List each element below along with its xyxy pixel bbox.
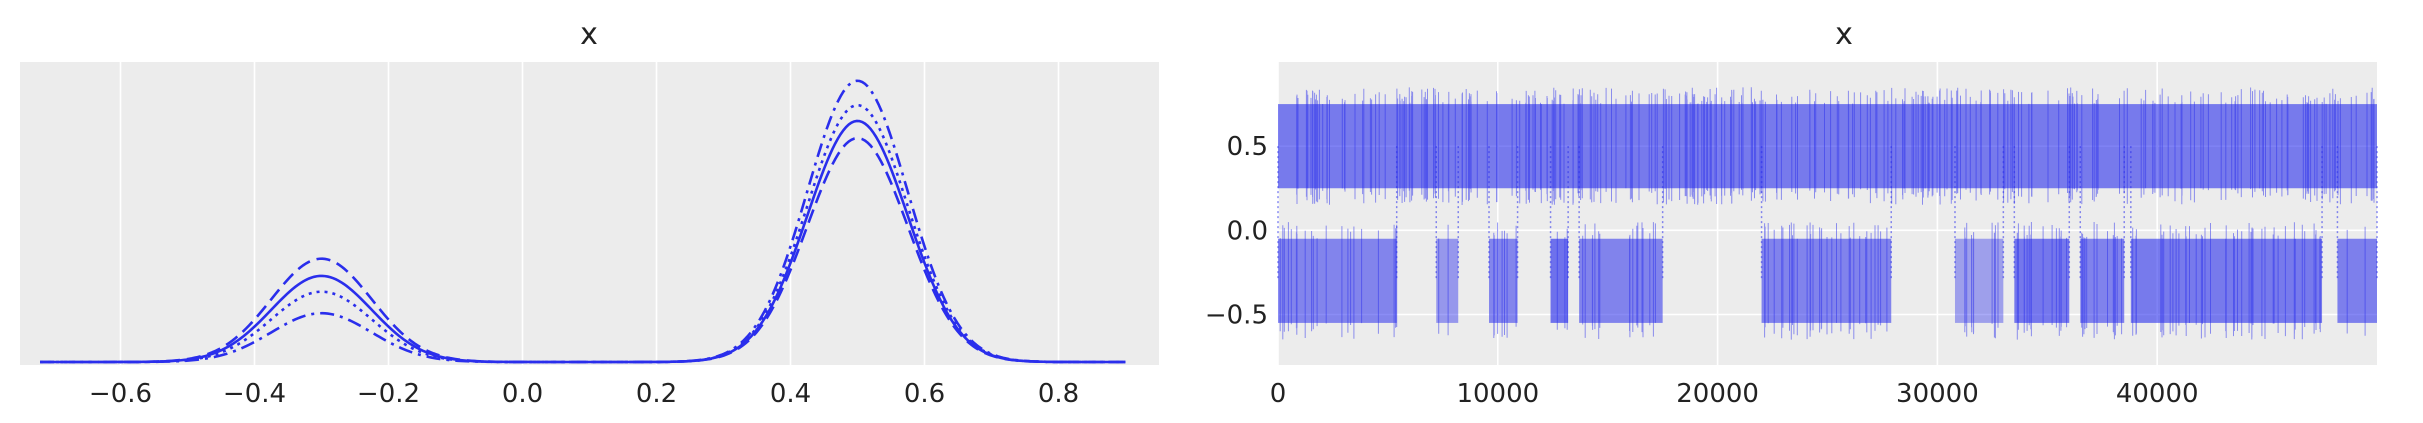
density-x-tick-label: −0.2 [357, 379, 420, 409]
density-x-tick-label: 0.6 [904, 379, 945, 409]
trace-x-tick-label: 30000 [1896, 379, 1979, 409]
trace-lower-band [1436, 238, 1459, 323]
trace-x-tick-label: 10000 [1456, 379, 1539, 409]
trace-lower-band [2337, 238, 2377, 323]
trace-lower-band [1761, 238, 1892, 323]
trace-lower-band [1489, 238, 1518, 323]
trace-lower-band [1550, 238, 1569, 323]
density-curve-dashdot [40, 79, 1126, 364]
trace-lower-band [1278, 238, 1397, 323]
density-x-tick-label: −0.6 [89, 379, 152, 409]
trace-x-tick-label: 20000 [1676, 379, 1759, 409]
trace-title: x [1835, 17, 1853, 52]
trace-y-tick-label: −0.5 [1205, 301, 1268, 331]
trace-lower-band [1954, 238, 2004, 323]
density-x-tick-label: 0.0 [502, 379, 543, 409]
trace-upper-band [1278, 104, 2377, 189]
density-title: x [580, 17, 598, 52]
trace-x-tick-label: 0 [1270, 379, 1287, 409]
density-curves [40, 79, 1126, 364]
trace-lower-band [2014, 238, 2070, 323]
trace-sample-spikes [1279, 87, 2375, 340]
density-x-tick-label: −0.4 [223, 379, 286, 409]
density-x-tick-label: 0.2 [636, 379, 677, 409]
trace-y-tick-label: 0.0 [1227, 216, 1268, 246]
density-panel: x −0.6 −0.4 −0.2 0.0 0.2 0.4 0.6 0.8 [20, 17, 1159, 409]
trace-samples [1277, 87, 2378, 340]
trace-x-tick-label: 40000 [2116, 379, 2199, 409]
density-x-tick-label: 0.8 [1038, 379, 1079, 409]
density-gridlines [119, 62, 1060, 365]
density-x-tick-label: 0.4 [770, 379, 811, 409]
density-x-ticks: −0.6 −0.4 −0.2 0.0 0.2 0.4 0.6 0.8 [89, 379, 1079, 409]
trace-y-tick-label: 0.5 [1227, 132, 1268, 162]
trace-panel: x 0 10000 20000 30000 40000 0.5 0.0 −0.5 [1205, 17, 2378, 409]
trace-y-ticks: 0.5 0.0 −0.5 [1205, 132, 1268, 330]
trace-x-ticks: 0 10000 20000 30000 40000 [1270, 379, 2199, 409]
density-plot-area [20, 62, 1159, 365]
